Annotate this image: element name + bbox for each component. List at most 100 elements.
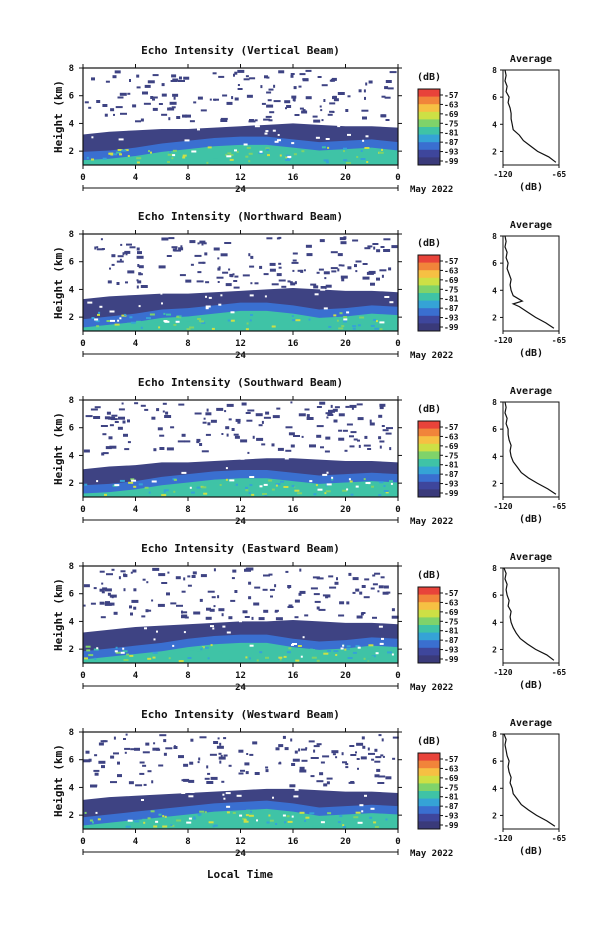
clutter-cell — [372, 616, 377, 619]
clutter-cell — [268, 88, 274, 91]
y-tick-label: 4 — [69, 617, 75, 627]
clutter-cell — [135, 120, 141, 123]
clutter-cell — [223, 754, 228, 757]
echo-cell — [293, 153, 297, 156]
y-axis-label: Height (km) — [52, 578, 65, 651]
clutter-cell — [151, 416, 156, 420]
clutter-cell — [153, 448, 157, 452]
echo-cell — [199, 810, 205, 813]
speckles — [87, 236, 398, 331]
clutter-cell — [380, 754, 384, 757]
profile-x-tick-label: -120 — [493, 668, 512, 677]
echo-cell — [381, 484, 384, 487]
echo-cell — [203, 824, 209, 827]
echo-cell — [246, 146, 251, 149]
clutter-cell — [276, 237, 280, 240]
clutter-cell — [158, 103, 163, 105]
clutter-cell — [365, 82, 368, 86]
colorbar-frame — [417, 88, 441, 166]
clutter-cell — [85, 750, 90, 754]
echo-cell — [278, 656, 283, 659]
clutter-cell — [287, 280, 291, 283]
echo-cell — [150, 810, 155, 813]
echo-cell — [243, 819, 247, 822]
clutter-cell — [362, 263, 368, 265]
clutter-cell — [338, 264, 342, 267]
gap-cell — [114, 650, 118, 653]
echo-cell — [295, 659, 300, 662]
clutter-cell — [177, 440, 185, 443]
echo-cell — [168, 318, 174, 321]
colorbar-swatch — [418, 323, 440, 332]
clutter-cell — [117, 96, 124, 99]
clutter-cell — [258, 424, 263, 427]
clutter-cell — [141, 615, 146, 618]
clutter-cell — [139, 772, 145, 775]
clutter-cell — [379, 403, 386, 407]
gap-cell — [370, 807, 375, 810]
echo-cell — [374, 327, 380, 330]
y-tick-label: 6 — [69, 424, 74, 434]
clutter-cell — [206, 765, 209, 769]
clutter-cell — [111, 596, 114, 599]
gap-cell — [147, 123, 150, 125]
clutter-cell — [102, 452, 109, 455]
colorbar-swatch — [418, 821, 440, 830]
clutter-cell — [166, 592, 170, 596]
gap-cell — [379, 642, 384, 645]
clutter-cell — [363, 89, 366, 93]
gap-cell — [381, 637, 384, 640]
echo-cell — [250, 314, 253, 316]
echo-cell — [230, 319, 235, 322]
clutter-cell — [332, 95, 337, 99]
clutter-cell — [249, 753, 254, 756]
clutter-cell — [178, 80, 185, 82]
clutter-cell — [330, 404, 333, 408]
colorbar-swatch — [418, 647, 440, 656]
echo-cell — [84, 483, 88, 486]
echo-cell — [229, 154, 234, 156]
x-tick-label: 20 — [340, 339, 351, 349]
clutter-cell — [109, 602, 115, 606]
gap-cell — [222, 793, 225, 796]
clutter-cell — [321, 84, 328, 87]
echo-cell — [327, 650, 332, 652]
clutter-cell — [374, 774, 380, 778]
clutter-cell — [140, 118, 144, 122]
clutter-cell — [372, 243, 379, 245]
clutter-cell — [115, 106, 123, 109]
echo-cell — [84, 657, 88, 660]
clutter-cell — [372, 583, 378, 586]
clutter-cell — [326, 416, 329, 419]
clutter-cell — [345, 109, 349, 112]
clutter-cell — [361, 736, 365, 740]
colorbar-swatch — [418, 768, 440, 777]
echo-cell — [248, 152, 253, 155]
echo-cell — [108, 152, 114, 155]
clutter-cell — [237, 69, 245, 73]
clutter-cell — [94, 754, 98, 757]
clutter-cell — [161, 83, 165, 87]
echo-cell — [211, 327, 215, 330]
echo-cell — [148, 150, 150, 153]
gap-cell — [391, 653, 394, 656]
clutter-cell — [384, 96, 391, 99]
colorbar-swatch — [418, 285, 440, 294]
clutter-cell — [310, 757, 314, 759]
clutter-cell — [327, 414, 334, 416]
clutter-cell — [328, 575, 334, 578]
echo-cell — [285, 149, 290, 152]
clutter-cell — [120, 243, 123, 246]
clutter-cell — [322, 594, 330, 597]
echo-cell — [308, 318, 311, 321]
clutter-cell — [260, 85, 263, 89]
echo-cell — [208, 821, 214, 824]
clutter-cell — [199, 736, 207, 739]
echo-cell — [328, 485, 333, 488]
clutter-cell — [123, 574, 128, 578]
colorbar-tick-label: -75 — [444, 617, 459, 626]
clutter-cell — [389, 447, 392, 451]
echo-cell — [259, 651, 263, 654]
colorbar-swatch — [418, 270, 440, 279]
colorbar-swatch — [418, 602, 440, 611]
